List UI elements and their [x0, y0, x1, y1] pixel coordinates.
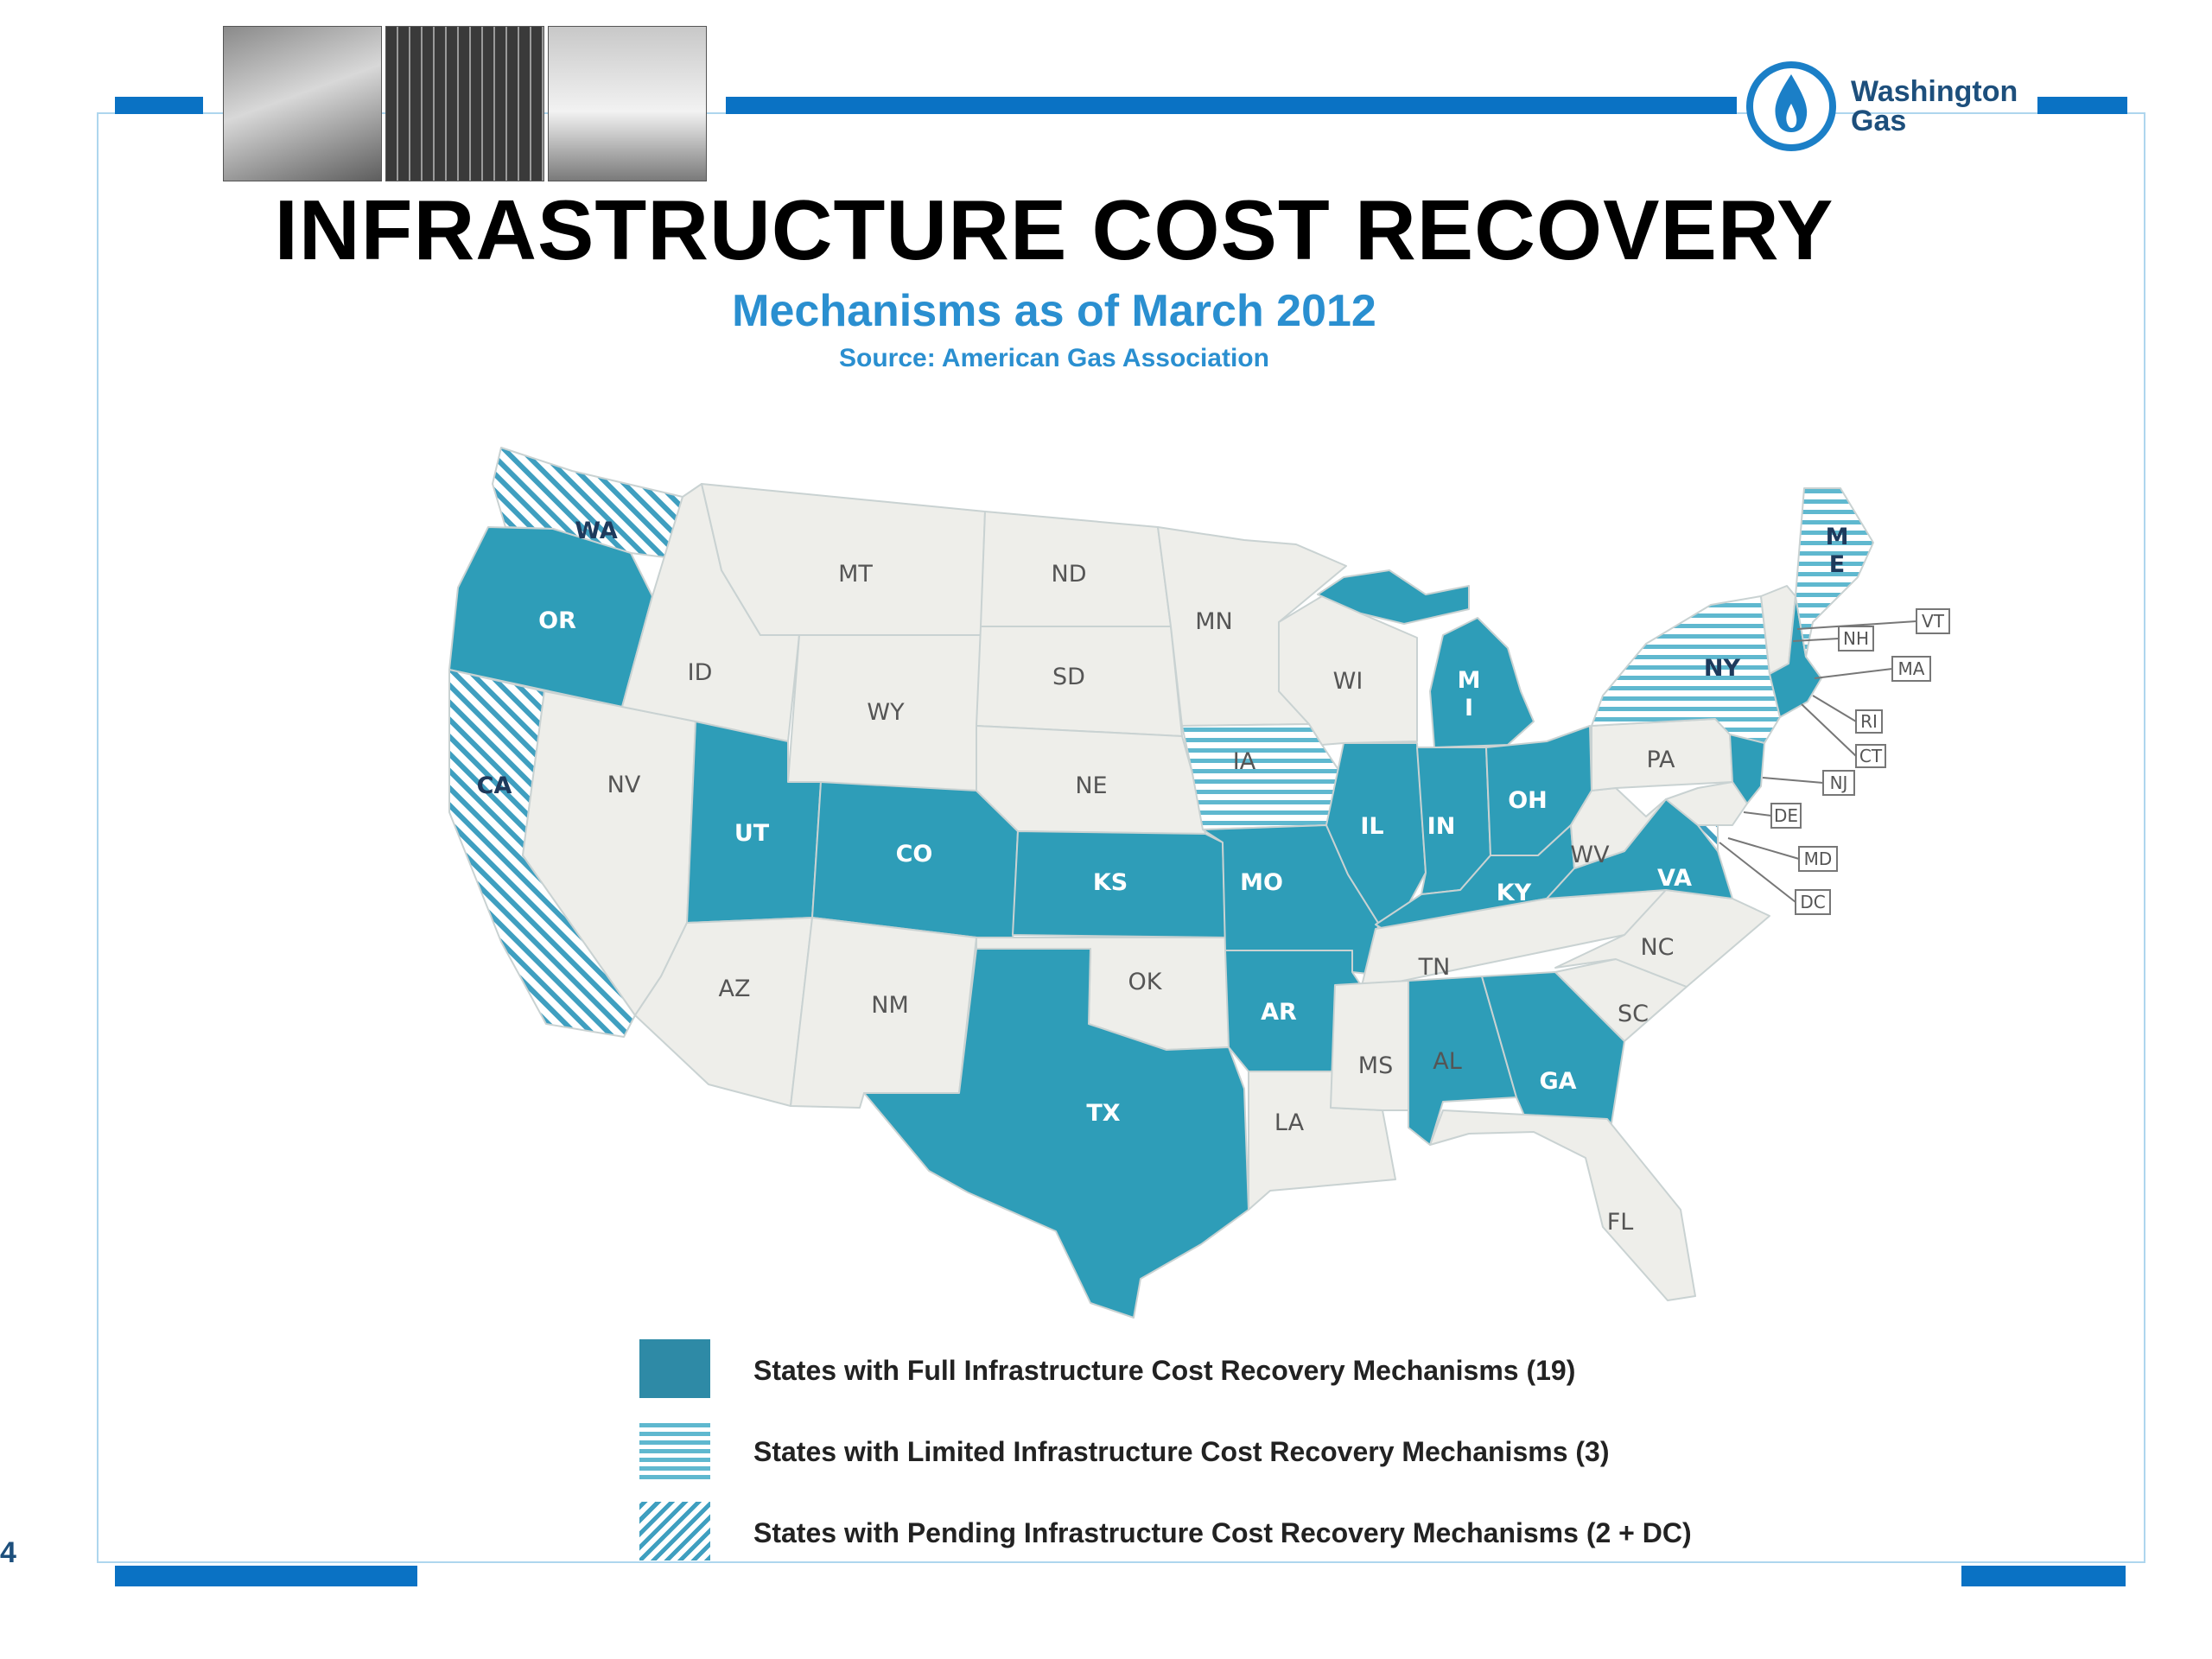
label-ga: GA: [1539, 1068, 1576, 1095]
state-mi-upper: [1317, 569, 1470, 625]
label-sd: SD: [1052, 664, 1085, 690]
callout-dc-label: DC: [1800, 892, 1825, 912]
label-ny: NY: [1704, 655, 1741, 682]
label-ut: UT: [734, 820, 770, 847]
state-tx: [863, 948, 1249, 1319]
page-subtitle: Mechanisms as of March 2012: [732, 286, 1376, 336]
label-wi: WI: [1333, 668, 1363, 695]
label-ca: CA: [477, 772, 512, 799]
legend-item-limited: States with Limited Infrastructure Cost …: [639, 1421, 1849, 1490]
label-ne: NE: [1075, 772, 1107, 799]
header-photo-strip: [223, 26, 707, 181]
washington-gas-logo: Washington Gas: [1744, 59, 2018, 154]
label-me-1: M: [1826, 524, 1849, 550]
top-bar-middle: [726, 97, 1737, 114]
callout-ri: [1855, 709, 1883, 734]
legend-swatch-pending: [639, 1502, 710, 1560]
label-az: AZ: [719, 976, 751, 1002]
callout-ct-label: CT: [1859, 746, 1883, 766]
legend-label-pending: States with Pending Infrastructure Cost …: [753, 1517, 1692, 1548]
label-nv: NV: [607, 772, 641, 798]
wind-turbine-photo: [223, 26, 382, 181]
label-nm: NM: [871, 992, 909, 1019]
label-ms: MS: [1358, 1052, 1393, 1079]
label-mi-1: M: [1458, 667, 1481, 694]
callout-md-label: MD: [1804, 849, 1833, 869]
legend-label-full: States with Full Infrastructure Cost Rec…: [753, 1355, 1576, 1386]
label-or: OR: [538, 607, 576, 634]
label-al: AL: [1433, 1048, 1462, 1075]
callout-de-label: DE: [1774, 805, 1798, 826]
state-dc: [1697, 824, 1719, 852]
state-ms: [1330, 980, 1409, 1111]
label-sc: SC: [1618, 1001, 1649, 1027]
label-id: ID: [688, 659, 713, 686]
label-ok: OK: [1128, 969, 1163, 995]
callout-vt: [1916, 608, 1950, 634]
label-oh: OH: [1508, 787, 1548, 814]
legend-label-limited: States with Limited Infrastructure Cost …: [753, 1436, 1610, 1467]
solar-panel-photo: [385, 26, 544, 181]
logo-line-2: Gas: [1851, 105, 1907, 137]
bottom-bar-right: [1961, 1566, 2126, 1586]
legend-item-pending: States with Pending Infrastructure Cost …: [639, 1502, 1849, 1571]
page-title: INFRASTRUCTURE COST RECOVERY: [274, 182, 1834, 277]
label-nd: ND: [1052, 561, 1087, 588]
label-in: IN: [1427, 813, 1456, 840]
state-nc: [1554, 889, 1770, 988]
label-co: CO: [896, 841, 933, 868]
label-ks: KS: [1093, 869, 1128, 896]
label-nc: NC: [1640, 934, 1674, 961]
legend-item-full: States with Full Infrastructure Cost Rec…: [639, 1339, 1849, 1408]
service-vehicle-photo: [548, 26, 707, 181]
callout-ma-label: MA: [1898, 658, 1925, 679]
callout-ct: [1855, 744, 1886, 768]
us-state-map: VT NH MA RI CT NJ DE MD DC WA OR CA NV I…: [448, 447, 1950, 1319]
label-pa: PA: [1646, 747, 1675, 773]
label-ia: IA: [1233, 748, 1256, 775]
label-ar: AR: [1261, 999, 1297, 1026]
label-la: LA: [1274, 1109, 1305, 1136]
label-fl: FL: [1607, 1209, 1634, 1236]
logo-line-1: Washington: [1851, 75, 2018, 108]
top-bar-left: [115, 97, 203, 114]
label-mn: MN: [1195, 608, 1233, 635]
state-ma-ct-ri: [1769, 595, 1822, 718]
label-il: IL: [1360, 813, 1383, 840]
label-va: VA: [1657, 865, 1692, 892]
label-wa: WA: [575, 518, 618, 544]
callout-ma: [1891, 656, 1931, 682]
state-nj: [1729, 734, 1765, 804]
top-bar-right: [2037, 97, 2127, 114]
callout-nh-label: NH: [1843, 628, 1869, 649]
page-number: 4: [0, 1536, 16, 1569]
label-ky: KY: [1497, 880, 1532, 906]
callout-ri-label: RI: [1860, 711, 1878, 732]
callout-vt-label: VT: [1922, 611, 1945, 632]
label-wy: WY: [867, 699, 905, 726]
label-me-2: E: [1829, 551, 1845, 578]
flame-icon: [1746, 61, 1836, 151]
state-fl: [1429, 1109, 1696, 1301]
bottom-bar-left: [115, 1566, 417, 1586]
state-me: [1795, 487, 1874, 658]
label-mt: MT: [838, 561, 873, 588]
source-note: Source: American Gas Association: [839, 344, 1269, 372]
callout-nj-label: NJ: [1830, 772, 1848, 793]
label-mo: MO: [1240, 869, 1283, 896]
label-tn: TN: [1418, 954, 1451, 981]
state-mi-lower: [1429, 617, 1535, 748]
label-mi-2: I: [1465, 695, 1473, 721]
legend-swatch-limited: [639, 1421, 710, 1479]
label-tx: TX: [1086, 1100, 1120, 1127]
callout-de: [1770, 803, 1802, 829]
label-wv: WV: [1570, 842, 1610, 868]
state-ny: [1591, 595, 1781, 744]
legend-swatch-full: [639, 1339, 710, 1398]
